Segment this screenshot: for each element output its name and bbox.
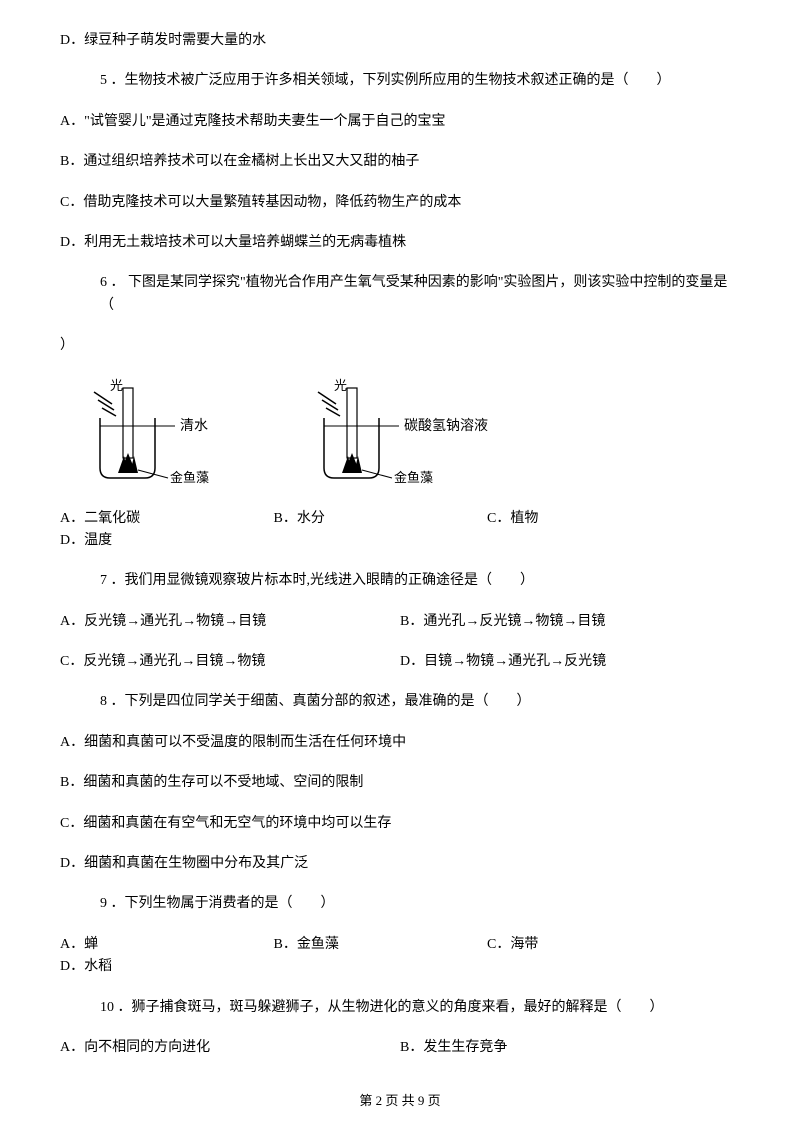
q8-stem: 8 ．下列是四位同学关于细菌、真菌分部的叙述，最准确的是（ ） xyxy=(60,691,740,713)
q8-option-c: C．细菌和真菌在有空气和无空气的环境中均可以生存 xyxy=(60,813,740,835)
option-d-top: D．绿豆种子萌发时需要大量的水 xyxy=(60,30,740,52)
q6-stem-post: ） xyxy=(60,335,740,357)
q7-option-a: A．反光镜→通光孔→物镜→目镜 xyxy=(60,611,400,633)
q7-stem: 7 ．我们用显微镜观察玻片标本时,光线进入眼睛的正确途径是（ ） xyxy=(60,570,740,592)
q6-stem-pre: 6 ． 下图是某同学探究"植物光合作用产生氧气受某种因素的影响"实验图片，则该实… xyxy=(100,275,727,312)
q6-option-c: C．植物 xyxy=(487,508,637,530)
q7-option-b: B．通光孔→反光镜→物镜→目镜 xyxy=(400,611,740,633)
q6-options: A．二氧化碳 B．水分 C．植物 D．温度 xyxy=(60,508,740,553)
q5-option-c: C．借助克隆技术可以大量繁殖转基因动物，降低药物生产的成本 xyxy=(60,192,740,214)
q6-option-a: A．二氧化碳 xyxy=(60,508,210,530)
algae-label-right: 金鱼藻 xyxy=(394,470,433,485)
q6-diagram-row: 光 清水 金鱼藻 光 碳酸 xyxy=(90,378,740,488)
light-label-left: 光 xyxy=(110,378,123,393)
q9-option-d: D．水稻 xyxy=(60,956,112,978)
q6-option-b: B．水分 xyxy=(274,508,424,530)
q6-stem: 6 ． 下图是某同学探究"植物光合作用产生氧气受某种因素的影响"实验图片，则该实… xyxy=(60,272,740,317)
q9-option-a: A．蝉 xyxy=(60,934,210,956)
q9-option-c: C．海带 xyxy=(487,934,637,956)
q7-row2: C．反光镜→通光孔→目镜→物镜 D．目镜→物镜→通光孔→反光镜 xyxy=(60,651,740,673)
q6-diagram-right: 光 碳酸氢钠溶液 金鱼藻 xyxy=(314,378,514,488)
q10-stem: 10 ．狮子捕食斑马，斑马躲避狮子，从生物进化的意义的角度来看，最好的解释是（ … xyxy=(60,997,740,1019)
q9-stem: 9 ．下列生物属于消费者的是（ ） xyxy=(60,893,740,915)
q5-option-b: B．通过组织培养技术可以在金橘树上长出又大又甜的柚子 xyxy=(60,151,740,173)
q9-option-b: B．金鱼藻 xyxy=(274,934,424,956)
page-footer: 第 2 页 共 9 页 xyxy=(0,1091,800,1112)
q8-option-a: A．细菌和真菌可以不受温度的限制而生活在任何环境中 xyxy=(60,732,740,754)
q6-option-d: D．温度 xyxy=(60,530,112,552)
q10-option-b: B．发生生存竞争 xyxy=(400,1037,740,1059)
q10-option-a: A．向不相同的方向进化 xyxy=(60,1037,400,1059)
q8-option-d: D．细菌和真菌在生物圈中分布及其广泛 xyxy=(60,853,740,875)
liquid-label-left: 清水 xyxy=(180,418,208,434)
q9-options: A．蝉 B．金鱼藻 C．海带 D．水稻 xyxy=(60,934,740,979)
q10-row1: A．向不相同的方向进化 B．发生生存竞争 xyxy=(60,1037,740,1059)
q5-option-a: A．"试管婴儿"是通过克隆技术帮助夫妻生一个属于自己的宝宝 xyxy=(60,111,740,133)
liquid-label-right: 碳酸氢钠溶液 xyxy=(404,418,488,434)
q5-stem: 5 ．生物技术被广泛应用于许多相关领域，下列实例所应用的生物技术叙述正确的是（ … xyxy=(60,70,740,92)
q8-option-b: B．细菌和真菌的生存可以不受地域、空间的限制 xyxy=(60,772,740,794)
q7-row1: A．反光镜→通光孔→物镜→目镜 B．通光孔→反光镜→物镜→目镜 xyxy=(60,611,740,633)
q7-option-c: C．反光镜→通光孔→目镜→物镜 xyxy=(60,651,400,673)
algae-label-left: 金鱼藻 xyxy=(170,470,209,485)
light-label-right: 光 xyxy=(334,378,347,393)
q5-option-d: D．利用无土栽培技术可以大量培养蝴蝶兰的无病毒植株 xyxy=(60,232,740,254)
q6-diagram-left: 光 清水 金鱼藻 xyxy=(90,378,250,488)
q7-option-d: D．目镜→物镜→通光孔→反光镜 xyxy=(400,651,740,673)
